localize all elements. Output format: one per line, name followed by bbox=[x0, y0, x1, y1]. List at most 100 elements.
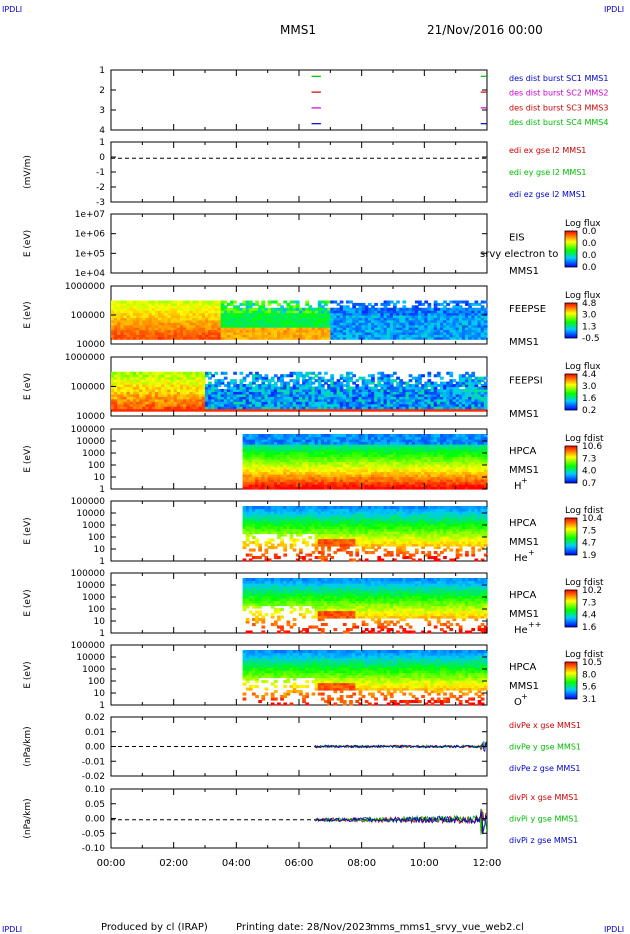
spectrogram-cell bbox=[167, 331, 172, 335]
spectrogram-cell bbox=[427, 401, 432, 405]
spectrogram-cell bbox=[352, 398, 356, 402]
spectrogram-cell bbox=[230, 327, 234, 331]
spectrogram-cell bbox=[220, 327, 225, 331]
spectrogram-cell bbox=[320, 336, 325, 340]
spectrogram-cell bbox=[183, 327, 187, 331]
y-axis-label: E (eV) bbox=[23, 301, 33, 328]
spectrogram-cell bbox=[411, 384, 416, 388]
spectrogram-cell bbox=[111, 381, 115, 385]
spectrogram-cell bbox=[192, 334, 197, 338]
spectrogram-cell bbox=[201, 401, 206, 405]
spectrogram-cell bbox=[189, 398, 194, 402]
spectrogram-cell bbox=[452, 388, 457, 393]
spectrogram-cell bbox=[192, 408, 197, 412]
spectrogram-cell bbox=[393, 319, 397, 323]
spectrogram-cell bbox=[458, 331, 463, 335]
spectrogram-cell bbox=[230, 398, 234, 402]
spectrogram-cell bbox=[427, 307, 432, 311]
spectrogram-cell bbox=[396, 391, 400, 395]
spectrogram-cell bbox=[355, 406, 360, 410]
spectrogram-cell bbox=[292, 334, 297, 338]
spectrogram-cell bbox=[198, 334, 203, 338]
spectrogram-cell bbox=[201, 307, 206, 311]
spectrogram-cell bbox=[267, 406, 272, 410]
spectrogram-cell bbox=[330, 322, 335, 326]
spectrogram-cell bbox=[255, 398, 259, 402]
spectrogram-cell bbox=[336, 381, 341, 385]
spectrogram-cell bbox=[195, 319, 200, 323]
spectrogram-cell bbox=[286, 307, 291, 311]
spectrogram-cell bbox=[286, 327, 291, 331]
spectrogram-cell bbox=[302, 384, 306, 388]
spectrogram-cell bbox=[377, 317, 382, 321]
spectrogram-cell bbox=[367, 336, 372, 340]
spectrogram-cell bbox=[308, 334, 313, 338]
spectrogram-cell bbox=[468, 396, 472, 400]
spectrogram-cell bbox=[117, 319, 121, 323]
spectrogram-cell bbox=[483, 315, 488, 319]
spectrogram-cell bbox=[142, 396, 147, 400]
spectrogram-cell bbox=[220, 388, 225, 393]
spectrogram-cell bbox=[111, 317, 115, 321]
spectrogram-cell bbox=[189, 334, 194, 338]
spectrogram-cell bbox=[277, 324, 281, 328]
spectrogram-cell bbox=[123, 334, 128, 338]
spectrogram-cell bbox=[117, 403, 121, 407]
spectrogram-cell bbox=[230, 322, 234, 326]
spectrogram-cell bbox=[393, 391, 397, 395]
spectrogram-cell bbox=[248, 381, 253, 385]
spectrogram-cell bbox=[161, 331, 165, 335]
spectrogram-cell bbox=[220, 371, 225, 375]
spectrogram-cell bbox=[111, 393, 115, 397]
spectrogram-cell bbox=[161, 307, 165, 311]
spectrogram-cell bbox=[277, 401, 281, 405]
spectrogram-cell bbox=[226, 302, 231, 306]
spectrogram-cell bbox=[223, 317, 228, 321]
spectrogram-cell bbox=[289, 331, 294, 335]
spectrogram-cell bbox=[402, 396, 407, 400]
spectrogram-cell bbox=[136, 334, 140, 338]
spectrogram-cell bbox=[280, 406, 284, 410]
spectrogram-cell bbox=[333, 381, 338, 385]
spectrogram-cell bbox=[145, 317, 150, 321]
spectrogram-cell bbox=[468, 408, 472, 412]
spectrogram-cell bbox=[452, 319, 457, 323]
spectrogram-cell bbox=[176, 393, 181, 397]
spectrogram-cell bbox=[286, 322, 291, 326]
spectrogram-cell bbox=[114, 334, 118, 338]
spectrogram-cell bbox=[145, 403, 150, 407]
spectrogram-cell bbox=[396, 322, 400, 326]
spectrogram-cell bbox=[355, 379, 360, 383]
spectrogram-cell bbox=[111, 324, 115, 328]
spectrogram-cell bbox=[136, 300, 140, 304]
spectrogram-cell bbox=[333, 300, 338, 304]
spectrogram-cell bbox=[371, 336, 375, 340]
spectrogram-cell bbox=[226, 386, 231, 390]
spectrogram-cell bbox=[364, 310, 369, 314]
spectrogram-cell bbox=[183, 329, 187, 333]
spectrogram-cell bbox=[346, 310, 350, 314]
spectrogram-cell bbox=[421, 336, 425, 340]
spectrogram-cell bbox=[289, 408, 294, 412]
spectrogram-cell bbox=[242, 312, 247, 316]
spectrogram-cell bbox=[252, 319, 256, 323]
spectrogram-cell bbox=[295, 388, 300, 393]
spectrogram-cell bbox=[226, 381, 231, 385]
spectrogram-cell bbox=[433, 329, 438, 333]
spectrogram-cell bbox=[408, 403, 413, 407]
spectrogram-cell bbox=[179, 403, 184, 407]
spectrogram-cell bbox=[258, 310, 262, 314]
spectrogram-cell bbox=[292, 322, 297, 326]
spectrogram-cell bbox=[126, 406, 131, 410]
spectrogram-cell bbox=[126, 374, 131, 378]
spectrogram-cell bbox=[449, 310, 454, 314]
spectrogram-cell bbox=[336, 393, 341, 397]
spectrogram-cell bbox=[226, 312, 231, 316]
spectrogram-cell bbox=[352, 312, 356, 316]
spectrogram-cell bbox=[396, 312, 400, 316]
spectrogram-cell bbox=[217, 334, 222, 338]
spectrogram-cell bbox=[396, 393, 400, 397]
spectrogram-cell bbox=[483, 317, 488, 321]
spectrogram-cell bbox=[161, 398, 165, 402]
